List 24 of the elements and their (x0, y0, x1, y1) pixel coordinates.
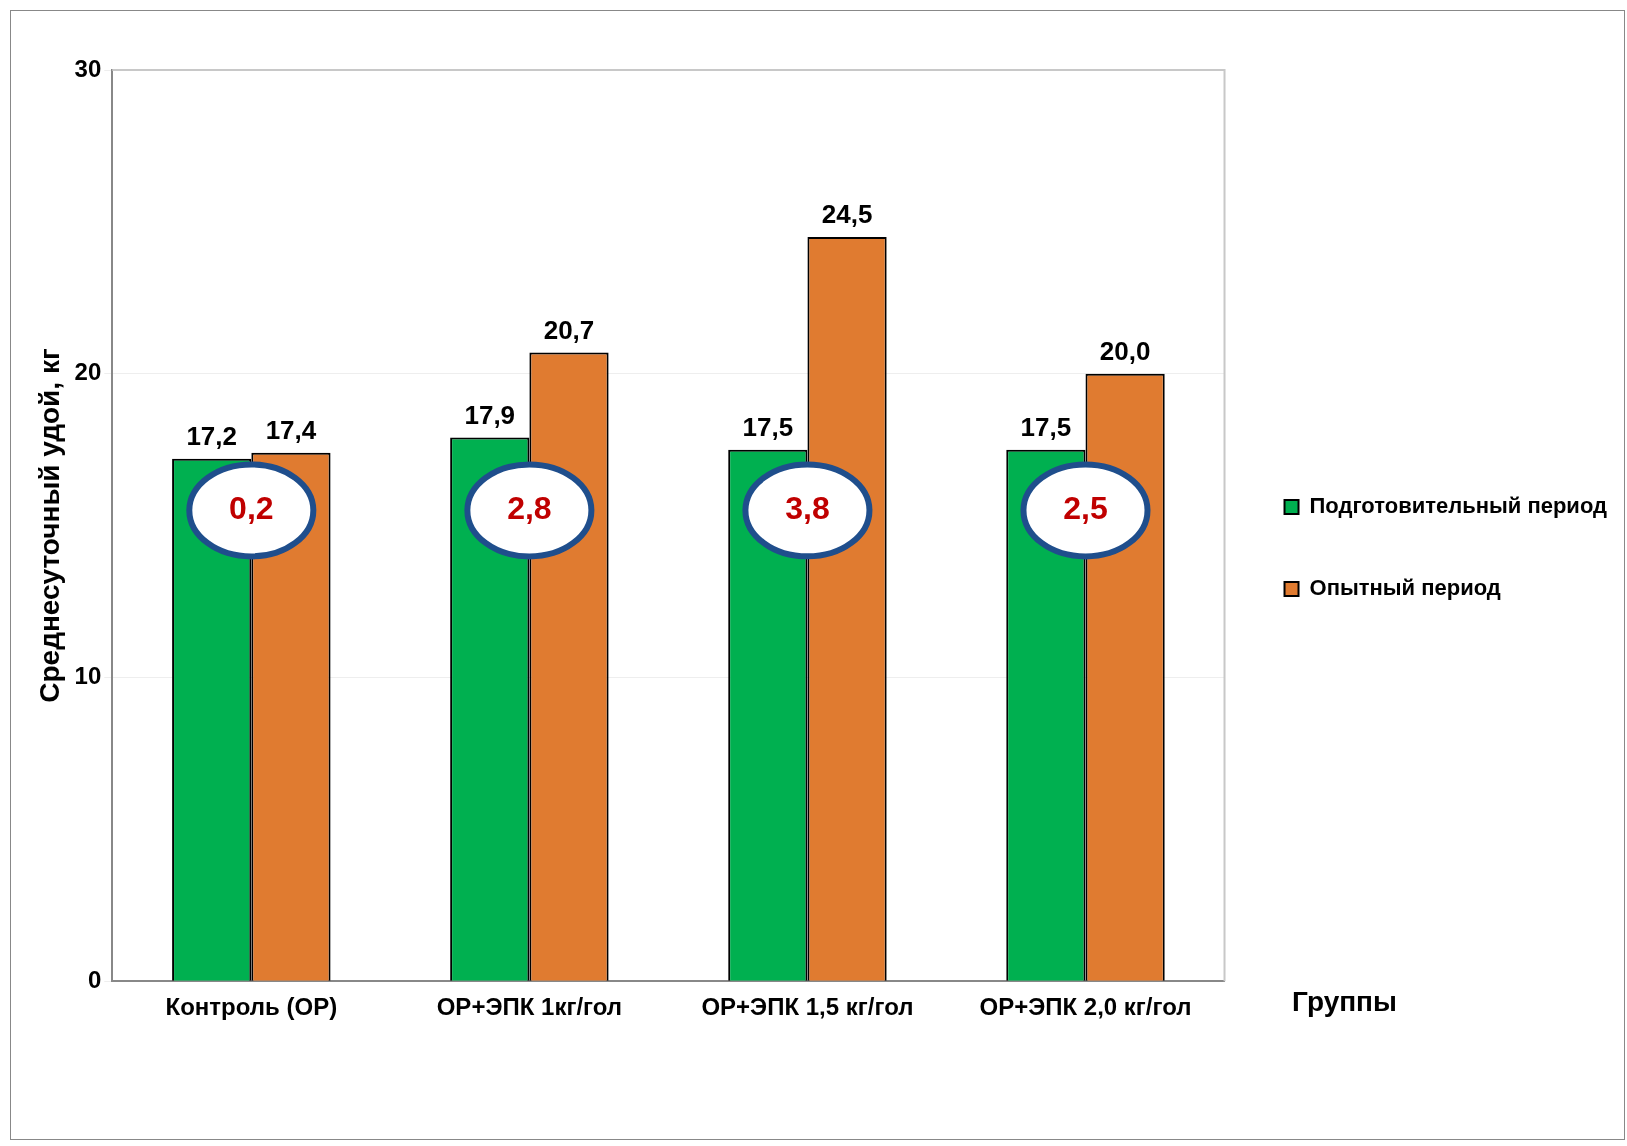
data-label: 17,9 (464, 399, 516, 430)
y-tick-label: 30 (74, 54, 102, 82)
legend-label: Подготовительный период (1309, 493, 1608, 519)
y-tick-label: 20 (74, 358, 102, 386)
x-tick-label: ОР+ЭПК 1кг/гол (436, 993, 623, 1021)
legend-label: Опытный период (1309, 575, 1501, 601)
data-label: 17,4 (265, 414, 317, 445)
data-label: 17,5 (1020, 411, 1072, 442)
annotation: 2,5 (1063, 490, 1108, 527)
y-tick-label: 0 (87, 965, 102, 993)
data-label: 17,5 (742, 411, 794, 442)
x-axis-title: Группы (1292, 985, 1397, 1017)
annotation: 0,2 (229, 490, 274, 527)
data-label: 24,5 (821, 199, 873, 230)
y-axis-title: Среднесуточный удой, кг (33, 348, 65, 703)
x-tick-label: ОР+ЭПК 1,5 кг/гол (701, 993, 914, 1021)
annotation: 3,8 (785, 490, 830, 527)
data-label: 17,2 (186, 420, 237, 451)
data-label: 20,0 (1099, 335, 1151, 366)
y-tick-label: 10 (74, 662, 102, 690)
annotation: 2,8 (507, 490, 552, 527)
x-tick-label: ОР+ЭПК 2,0 кг/гол (979, 993, 1192, 1021)
x-tick-label: Контроль (ОР) (165, 993, 338, 1021)
data-label: 20,7 (543, 314, 595, 345)
